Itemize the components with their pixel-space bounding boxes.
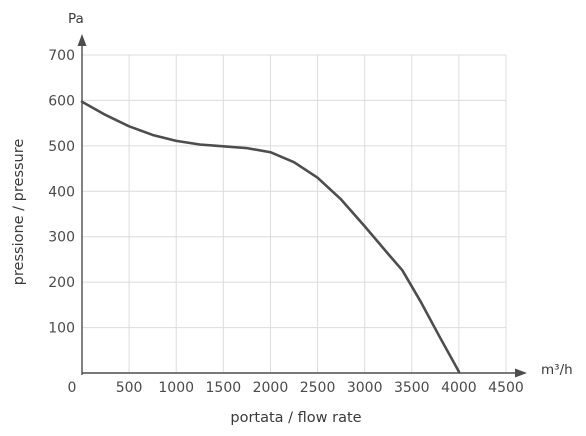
x-tick-label-3500: 3500 [394,380,430,396]
y-tick-label-400: 400 [48,184,75,200]
x-tick-label-500: 500 [116,380,143,396]
x-axis-arrow [515,368,527,378]
x-unit-label: m³/h [541,362,573,378]
x-tick-label-3000: 3000 [347,380,383,396]
y-tick-label-500: 500 [48,139,75,155]
y-tick-label-700: 700 [48,48,75,64]
y-tick-label-100: 100 [48,321,75,337]
axes [77,34,527,378]
y-tick-label-600: 600 [48,93,75,109]
labels: 0 500 1000 1500 2000 2500 3000 3500 4000 4500 100 2… [11,11,573,426]
curve-layer [80,100,461,373]
y-axis-title: pressione / pressure [11,139,27,286]
grid [82,54,507,373]
y-tick-label-300: 300 [48,230,75,246]
y-axis-arrow [77,34,87,46]
x-tick-label-2500: 2500 [300,380,336,396]
x-tick-label-1000: 1000 [158,380,194,396]
x-tick-label-0: 0 [68,380,77,396]
x-axis-title: portata / flow rate [230,410,361,426]
x-tick-label-1500: 1500 [206,380,242,396]
x-tick-label-4000: 4000 [441,380,477,396]
y-tick-label-200: 200 [48,275,75,291]
y-unit-label: Pa [68,11,84,27]
x-tick-label-2000: 2000 [253,380,289,396]
x-tick-label-4500: 4500 [488,380,524,396]
series-line [80,100,461,373]
